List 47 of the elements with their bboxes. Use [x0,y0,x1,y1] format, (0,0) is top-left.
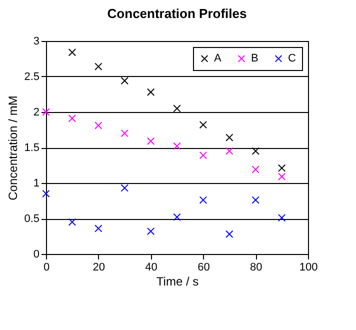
point [173,213,181,221]
point [42,190,50,198]
point [173,104,181,112]
x-tick-label: 0 [43,262,50,274]
y-tick-label: 3 [33,36,40,48]
y-tick-label: 0.5 [24,213,40,225]
point [68,218,76,226]
point [94,224,102,232]
point [278,214,286,222]
point [68,48,76,56]
point [278,172,286,180]
y-tick-label: 0 [33,248,40,260]
point [120,76,128,85]
point [226,230,234,238]
point [278,164,286,172]
y-tick-label: 2.5 [24,71,40,83]
legend-label: C [288,52,296,65]
point [199,151,208,160]
point [252,196,260,204]
point [226,147,234,155]
point [146,227,155,236]
point [252,147,260,155]
point [252,166,260,174]
point [94,122,102,130]
legend-label: A [214,52,222,65]
point [199,196,208,204]
point [199,120,208,129]
point [68,114,76,122]
legend-label: B [251,52,258,65]
y-tick-label: 2 [33,106,40,118]
point [120,129,128,138]
chart-title: Concentration Profiles [107,6,247,21]
point [94,62,102,70]
y-tick-label: 1.5 [24,142,40,154]
point [146,88,155,96]
x-tick-label: 100 [299,262,318,274]
point [146,137,155,145]
point [173,142,181,150]
x-tick-label: 60 [198,262,210,274]
x-tick-label: 40 [145,262,158,274]
point [226,134,234,142]
x-axis-title: Time / s [156,274,199,288]
x-tick-label: 80 [250,262,262,274]
point [120,184,128,192]
y-tick-label: 1 [33,178,40,190]
y-axis-title: Concentration / mM [6,96,20,200]
x-tick-label: 20 [92,262,106,274]
